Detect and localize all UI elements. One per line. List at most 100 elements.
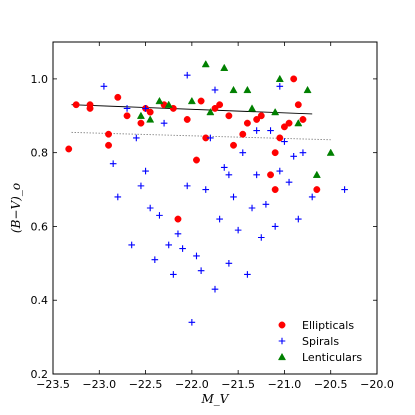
point-lenticulars: [243, 85, 252, 94]
point-spirals: [170, 271, 177, 278]
point-ellipticals: [137, 119, 145, 127]
x-tick-label: −22.0: [175, 378, 209, 391]
point-spirals: [183, 71, 191, 79]
point-spirals: [244, 271, 251, 278]
data-points: [65, 60, 348, 326]
legend-marker-spirals: [278, 337, 286, 345]
point-spirals: [267, 127, 274, 134]
point-ellipticals: [285, 119, 293, 127]
point-spirals: [128, 241, 135, 249]
point-ellipticals: [65, 145, 73, 153]
point-spirals: [142, 167, 149, 175]
point-spirals: [100, 82, 108, 90]
point-spirals: [220, 164, 228, 171]
point-spirals: [133, 134, 140, 142]
point-ellipticals: [299, 116, 307, 123]
fit-line-dotted: [71, 131, 331, 141]
point-spirals: [248, 204, 256, 212]
point-lenticulars: [155, 96, 164, 105]
legend-label-spirals: Spirals: [302, 335, 339, 348]
point-ellipticals: [271, 149, 279, 157]
point-lenticulars: [248, 104, 257, 112]
point-ellipticals: [225, 112, 233, 120]
point-ellipticals: [216, 101, 224, 109]
point-lenticulars: [206, 107, 215, 116]
point-lenticulars: [229, 85, 238, 94]
point-spirals: [230, 193, 237, 201]
fit-lines: [71, 104, 331, 141]
point-spirals: [253, 171, 260, 179]
legend-marker-lenticulars: [277, 352, 287, 361]
point-spirals: [123, 105, 131, 112]
point-spirals: [225, 260, 233, 267]
point-spirals: [285, 178, 293, 186]
x-axis-ticks: −23.5 −23.0 −22.5 −22.0 −21.5 −21.0 −20.5 −20.0: [36, 42, 394, 391]
point-lenticulars: [146, 115, 155, 123]
legend-label-lenticulars: Lenticulars: [302, 351, 362, 364]
y-tick-label: 0.2: [31, 368, 49, 381]
point-spirals: [202, 186, 210, 193]
point-spirals: [211, 86, 219, 94]
point-spirals: [114, 193, 122, 201]
point-spirals: [146, 204, 154, 212]
point-ellipticals: [123, 112, 131, 120]
y-tick-label: 0.8: [31, 147, 49, 160]
point-spirals: [137, 182, 145, 190]
legend: Ellipticals Spirals Lenticulars: [277, 319, 362, 364]
point-ellipticals: [230, 141, 237, 149]
point-ellipticals: [276, 134, 284, 142]
point-spirals: [341, 186, 348, 193]
point-spirals: [151, 256, 159, 263]
point-lenticulars: [326, 148, 335, 156]
point-ellipticals: [313, 186, 321, 194]
x-tick-label: −21.5: [221, 378, 255, 391]
plot-frame: [52, 41, 378, 375]
point-spirals: [160, 119, 168, 127]
x-tick-label: −23.0: [82, 378, 116, 391]
point-spirals: [183, 182, 191, 190]
point-spirals: [156, 212, 163, 219]
point-spirals: [276, 82, 284, 90]
x-tick-label: −20.5: [314, 378, 348, 391]
point-ellipticals: [114, 93, 122, 101]
x-tick-label: −22.5: [129, 378, 163, 391]
point-spirals: [308, 193, 316, 201]
point-ellipticals: [105, 130, 112, 138]
point-spirals: [207, 134, 214, 142]
point-ellipticals: [294, 101, 302, 109]
y-axis-ticks: 0.2 0.4 0.6 0.8 1.0: [31, 73, 377, 381]
point-lenticulars: [187, 96, 196, 105]
point-spirals: [239, 149, 247, 156]
point-spirals: [174, 230, 182, 238]
point-ellipticals: [86, 104, 94, 112]
point-lenticulars: [303, 85, 312, 94]
point-ellipticals: [280, 123, 288, 131]
point-ellipticals: [271, 186, 279, 194]
point-spirals: [262, 201, 270, 208]
point-ellipticals: [72, 101, 80, 109]
y-axis-label: (B−V)_o: [9, 183, 23, 233]
point-ellipticals: [290, 75, 298, 83]
point-lenticulars: [275, 74, 284, 83]
point-spirals: [179, 245, 186, 252]
point-ellipticals: [146, 108, 154, 116]
point-lenticulars: [201, 60, 210, 68]
point-ellipticals: [174, 215, 182, 223]
point-lenticulars: [164, 100, 173, 108]
point-ellipticals: [243, 119, 251, 127]
point-lenticulars: [220, 63, 229, 71]
point-lenticulars: [271, 107, 280, 116]
x-tick-label: −21.0: [268, 378, 302, 391]
point-ellipticals: [211, 104, 219, 112]
point-spirals: [197, 267, 205, 275]
point-ellipticals: [253, 116, 261, 123]
point-spirals: [299, 149, 307, 156]
point-spirals: [109, 160, 117, 168]
point-lenticulars: [294, 119, 303, 127]
point-ellipticals: [193, 156, 200, 164]
point-ellipticals: [105, 141, 112, 149]
point-spirals: [253, 127, 260, 134]
x-tick-label: −23.5: [36, 378, 70, 391]
fit-line-solid: [71, 104, 313, 115]
point-spirals: [281, 138, 288, 145]
